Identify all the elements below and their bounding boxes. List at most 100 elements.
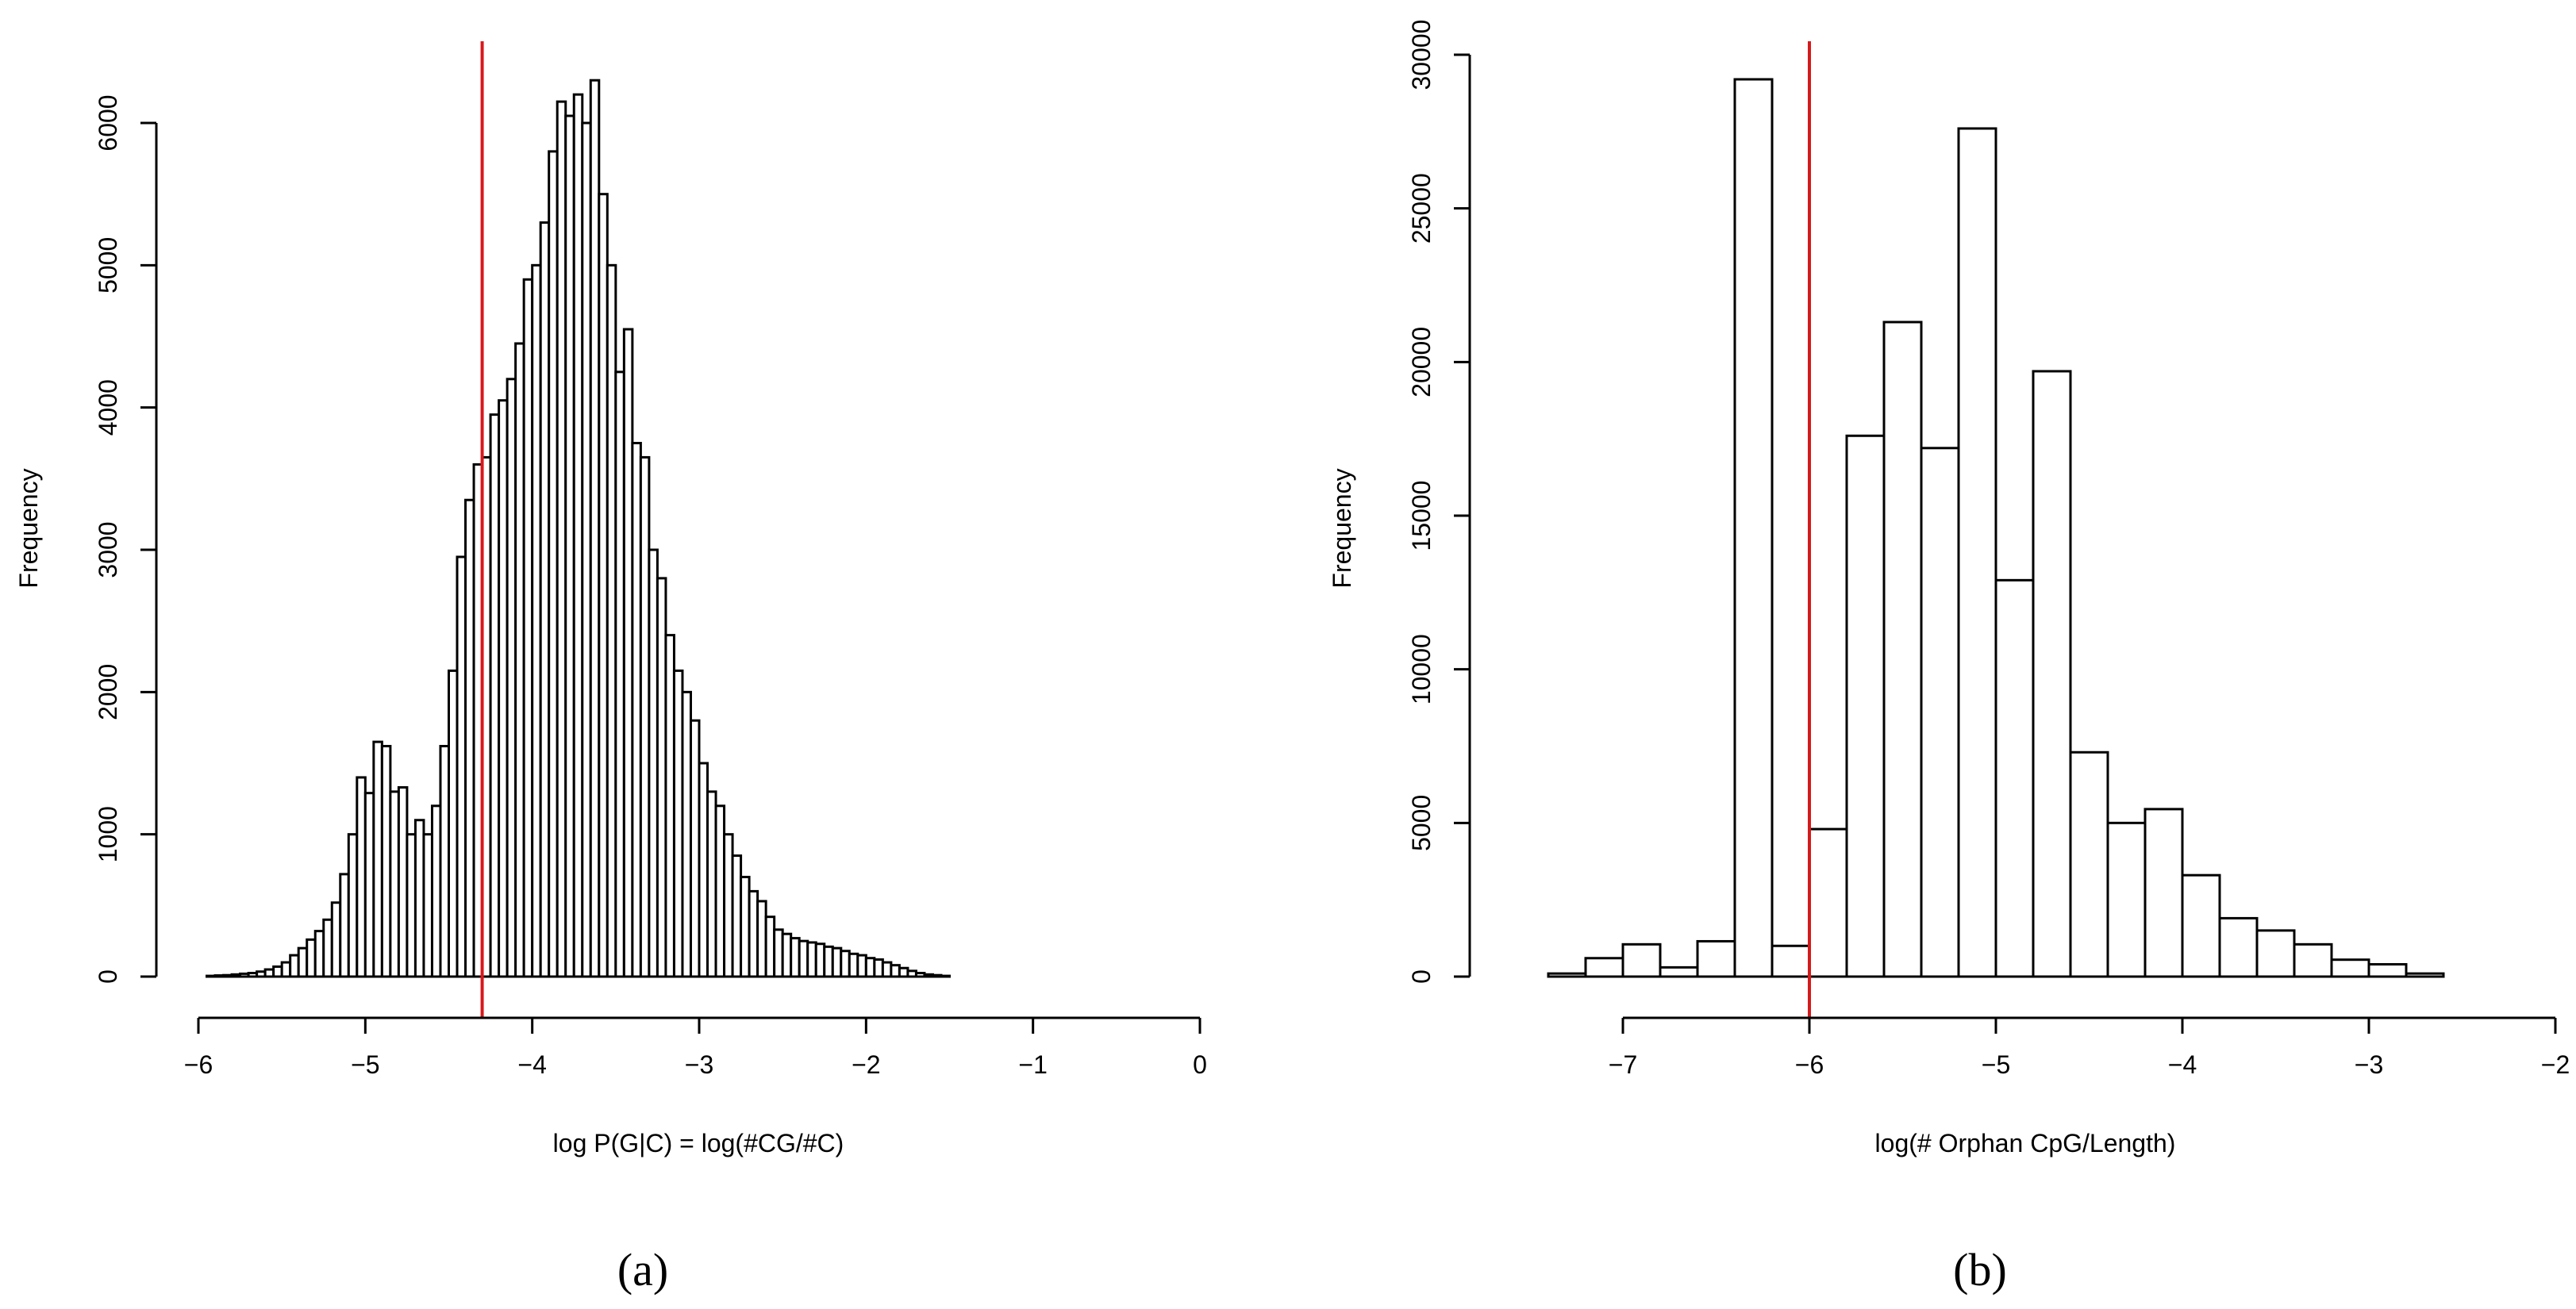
histogram-bar — [539, 221, 551, 978]
histogram-bar — [347, 833, 359, 978]
y-axis-label-a: Frequency — [14, 468, 43, 588]
histogram-bar — [413, 819, 425, 978]
histogram-bar — [681, 690, 692, 978]
histogram-bar — [781, 932, 793, 978]
histogram-bar — [1733, 78, 1774, 978]
histogram-bar — [2330, 958, 2370, 978]
histogram-bar — [881, 961, 893, 978]
histogram-bar — [656, 577, 667, 978]
histogram-bar — [806, 941, 817, 978]
histogram-bar — [1771, 944, 1811, 978]
y-tick-label: 20000 — [1407, 327, 1436, 397]
histogram-bar — [2143, 808, 2184, 978]
histogram-bar — [1808, 827, 1848, 978]
histogram-bar — [848, 952, 859, 978]
x-tick-label: −1 — [1018, 1050, 1047, 1079]
histogram-bar — [664, 634, 675, 978]
histogram-bar — [798, 939, 809, 978]
histogram-bar — [380, 744, 392, 978]
histogram-bar — [430, 804, 442, 978]
histogram-bar — [856, 954, 867, 978]
histogram-bar — [422, 833, 433, 978]
histogram-bar — [372, 740, 383, 978]
histogram-bar — [548, 150, 559, 978]
x-tick-label: −5 — [1982, 1050, 2010, 1079]
x-tick-label: −3 — [2355, 1050, 2383, 1079]
histogram-panel-b: −7 −6 −5 −4 −3 −2 0 5000 10000 15000 20000 25000 30… — [1328, 20, 2570, 1296]
histogram-bar — [840, 950, 851, 978]
histogram-bar — [1994, 578, 2035, 978]
histogram-bar — [1659, 965, 1699, 978]
y-axis-label-b: Frequency — [1328, 468, 1356, 588]
histogram-bar — [448, 669, 459, 978]
bars-a — [206, 79, 951, 978]
histogram-bar — [1882, 321, 1923, 978]
histogram-bar — [2218, 916, 2259, 978]
y-axis-a: 0 1000 2000 3000 4000 5000 6000 — [94, 94, 158, 984]
y-tick-label: 6000 — [94, 94, 122, 151]
x-tick-label: −4 — [517, 1050, 546, 1079]
histogram-bar — [748, 889, 759, 978]
histogram-bar — [564, 114, 575, 978]
histogram-bar — [639, 455, 651, 978]
histogram-bar — [464, 498, 475, 978]
histogram-bar — [313, 930, 325, 978]
histogram-bar — [1621, 942, 1662, 978]
histogram-bar — [397, 785, 409, 978]
x-axis-b: −7 −6 −5 −4 −3 −2 — [1609, 1016, 2570, 1079]
histogram-bar — [531, 263, 542, 978]
histogram-bar — [1957, 127, 1997, 978]
histogram-bar — [406, 833, 417, 978]
y-tick-label: 1000 — [94, 806, 122, 862]
histogram-bar — [823, 945, 834, 978]
histogram-bar — [506, 378, 517, 978]
histogram-bar — [2106, 821, 2147, 978]
histogram-bar — [740, 875, 751, 978]
histogram-bar — [322, 918, 333, 978]
histogram-bar — [2255, 929, 2296, 978]
histogram-bar — [572, 93, 584, 978]
histogram-bar — [648, 548, 659, 978]
x-tick-label: 0 — [1193, 1050, 1207, 1079]
x-tick-label: −3 — [685, 1050, 713, 1079]
y-tick-label: 0 — [1407, 969, 1436, 984]
histogram-bar — [598, 193, 609, 978]
panel-label-b: (b) — [1953, 1244, 2007, 1296]
x-tick-label: −2 — [852, 1050, 880, 1079]
histogram-bar — [672, 669, 684, 978]
histogram-bar — [756, 900, 767, 978]
histogram-bar — [1584, 957, 1624, 978]
histogram-bar — [689, 719, 701, 978]
histogram-bar — [272, 965, 283, 978]
x-axis-label-a: log P(G|C) = log(#CG/#C) — [553, 1129, 844, 1157]
x-axis-label-b: log(# Orphan CpG/Length) — [1875, 1129, 2176, 1157]
histogram-bar — [2181, 873, 2221, 978]
histogram-bar — [814, 942, 826, 978]
histogram-bar — [831, 946, 843, 978]
histogram-bar — [589, 79, 601, 978]
y-tick-label: 4000 — [94, 379, 122, 436]
histogram-bar — [297, 946, 309, 978]
y-tick-label: 5000 — [94, 237, 122, 294]
histogram-bar — [280, 961, 292, 978]
histogram-bar — [2293, 942, 2333, 978]
histogram-bar — [1845, 434, 1886, 978]
histogram-bar — [330, 901, 342, 978]
histogram-bar — [631, 442, 642, 978]
histogram-bar — [898, 966, 909, 978]
histogram-bar — [498, 399, 509, 978]
histogram-bar — [2032, 370, 2072, 978]
x-tick-label: −4 — [2168, 1050, 2197, 1079]
histogram-bar — [339, 873, 350, 978]
y-tick-label: 25000 — [1407, 173, 1436, 244]
histogram-bar — [489, 413, 501, 978]
histogram-bar — [2069, 750, 2109, 978]
histogram-bar — [773, 928, 784, 978]
y-tick-label: 10000 — [1407, 634, 1436, 704]
histogram-bar — [306, 938, 317, 978]
histogram-panel-a: −6 −5 −4 −3 −2 −1 0 0100020003000400050006000 … — [14, 41, 1207, 1296]
histogram-bar — [389, 790, 400, 978]
histogram-bar — [723, 833, 734, 978]
histogram-bar — [1696, 939, 1736, 978]
